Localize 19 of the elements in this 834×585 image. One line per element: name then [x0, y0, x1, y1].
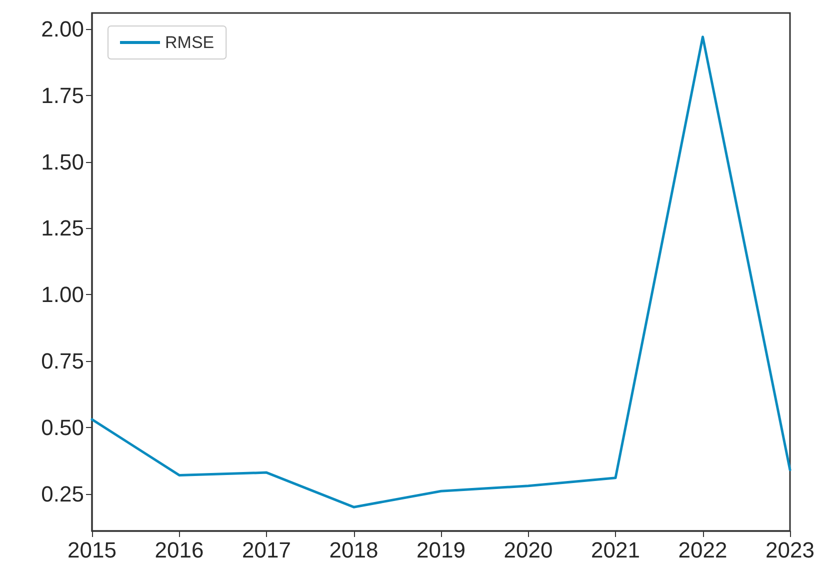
- y-tick-label: 1.00: [41, 282, 84, 308]
- x-tick-label: 2023: [766, 538, 814, 562]
- x-tick-label: 2022: [678, 538, 728, 562]
- y-tick-label: 1.25: [41, 216, 84, 241]
- x-tick-label: 2017: [242, 538, 291, 562]
- y-tick-label: 2.00: [41, 16, 84, 42]
- line-series: [90, 36, 792, 508]
- x-tick-label: 2016: [154, 538, 204, 562]
- y-tick-label: 0.25: [41, 481, 84, 506]
- y-tick-label: 1.50: [41, 149, 84, 174]
- x-tick-label: 2018: [329, 538, 378, 562]
- y-tick-label: 0.50: [41, 414, 84, 440]
- legend-label: RMSE: [165, 33, 214, 52]
- x-tick-label: 2020: [504, 538, 553, 562]
- x-tick-label: 2021: [591, 538, 640, 562]
- x-tick-label: 2015: [68, 538, 116, 562]
- y-tick-label: 1.75: [41, 82, 84, 108]
- y-tick-label: 0.75: [41, 348, 84, 374]
- x-tick-label: 2019: [416, 538, 466, 562]
